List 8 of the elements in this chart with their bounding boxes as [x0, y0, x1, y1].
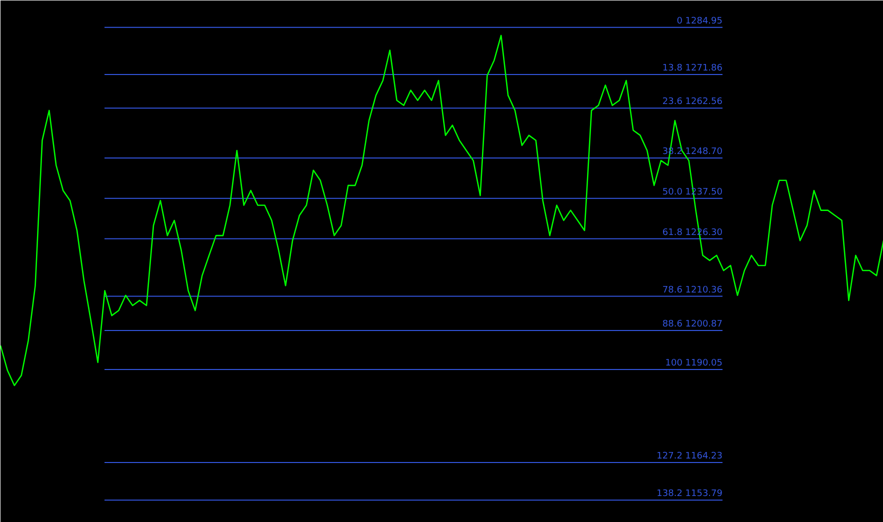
ref-line-label: 138.2 1153.79: [656, 489, 723, 500]
ref-line-label: 127.2 1164.23: [656, 452, 722, 462]
ref-line-label: 13.8 1271.86: [662, 64, 723, 74]
ref-line-label: 0 1284.95: [676, 16, 723, 26]
ref-line-label: 88.6 1200.87: [662, 319, 723, 330]
ref-line-label: 23.6 1262.56: [662, 97, 723, 108]
ref-line-label: 100 1190.05: [665, 358, 723, 368]
ref-line-label: 78.6 1210.36: [662, 285, 723, 296]
